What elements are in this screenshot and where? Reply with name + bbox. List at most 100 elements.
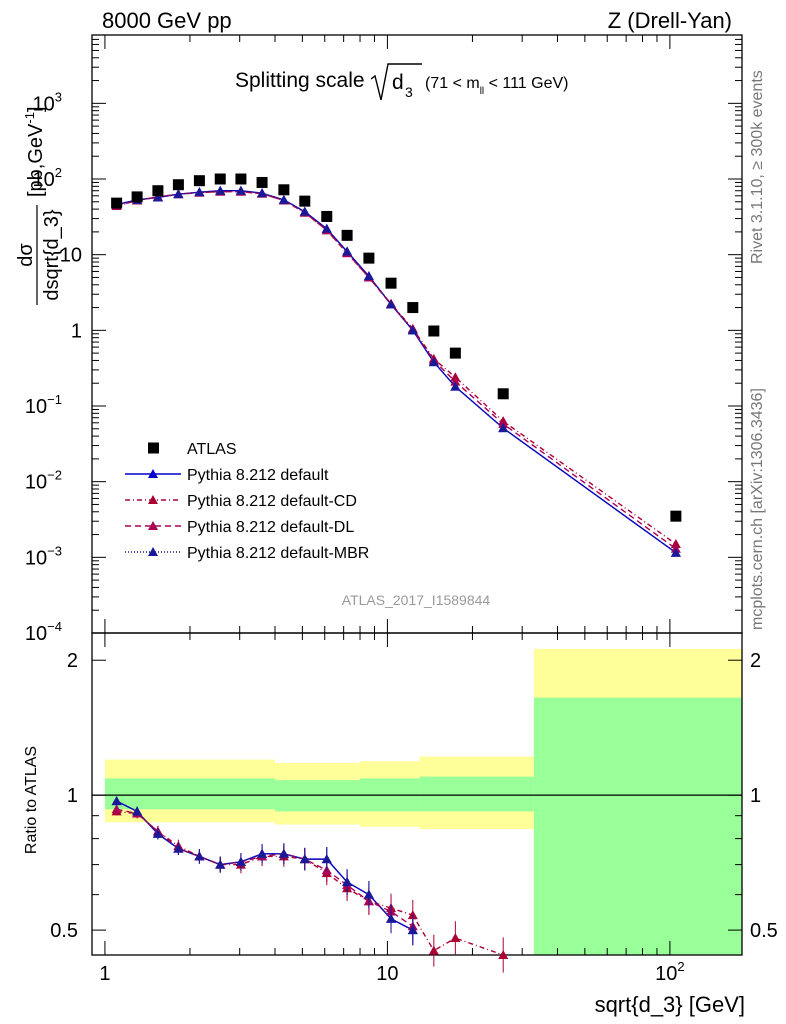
header-right: Z (Drell-Yan) <box>608 8 732 33</box>
marker-mbr <box>407 325 418 335</box>
ratio-y-tick-label: 0.5 <box>50 920 78 942</box>
marker-mbr <box>215 185 226 195</box>
marker-mbr <box>278 194 289 204</box>
marker-mbr <box>173 189 184 199</box>
side-mcplots-label: mcplots.cern.ch [arXiv:1306.3436] <box>749 388 766 630</box>
side-rivet-label: Rivet 3.1.10, ≥ 300k events <box>749 70 766 264</box>
marker-mbr <box>363 271 374 281</box>
data-point <box>131 191 143 203</box>
y-tick-label: 10 <box>60 245 82 267</box>
ratio-y-tick-label-right: 2 <box>750 650 761 672</box>
legend-label-default: Pythia 8.212 default <box>187 467 329 484</box>
x-tick-label: 102 <box>655 959 684 985</box>
uncertainty-band-inner <box>533 697 742 955</box>
marker-mbr <box>152 192 163 202</box>
data-point <box>407 302 419 314</box>
svg-text:[pb,GeV-1]: [pb,GeV-1] <box>22 106 47 197</box>
x-tick-label: 10 <box>376 963 398 985</box>
marker-mbr <box>299 206 310 216</box>
data-point <box>449 347 461 359</box>
data-point <box>152 185 164 197</box>
ratio-y-tick-label-right: 0.5 <box>750 920 778 942</box>
legend-label-data: ATLAS <box>187 441 237 458</box>
marker-mbr <box>498 423 509 433</box>
ratio-line-cd <box>116 810 504 956</box>
data-point <box>670 510 682 522</box>
marker-mbr <box>342 246 353 256</box>
marker-dl <box>450 376 461 386</box>
ratio-line-dl <box>116 808 414 927</box>
y-label-unit: [pb,GeV <box>25 123 47 197</box>
y-label-num: dσ <box>15 243 37 267</box>
y-label-unit-end: ] <box>25 106 47 112</box>
y-tick-label: 1 <box>71 320 82 342</box>
sqrt-sign <box>370 63 422 101</box>
data-point <box>172 179 184 191</box>
ratio-y-tick-label: 1 <box>67 785 78 807</box>
ratio-panel: 1 10 102 0.5 0.5 1 1 2 2 <box>50 35 778 985</box>
marker-mbr <box>428 357 439 367</box>
ratio-y-tick-label: 2 <box>67 650 78 672</box>
legend-marker-data <box>148 442 159 454</box>
legend: ATLAS Pythia 8.212 default Pythia 8.212 de… <box>125 441 369 562</box>
y-tick-label: 10−4 <box>25 619 62 645</box>
data-point <box>497 388 509 400</box>
data-point <box>299 195 311 207</box>
ratio-line-mbr <box>116 800 414 931</box>
legend-marker-mbr <box>148 547 158 556</box>
legend-marker-cd <box>148 495 158 504</box>
marker-mbr <box>321 223 332 233</box>
data-point <box>193 175 205 187</box>
plot-title: Splitting scale d 3 (71 < mll < 111 GeV) <box>235 63 568 101</box>
data-point <box>256 176 268 188</box>
y-tick-label: 103 <box>33 89 62 115</box>
y-label-den: dsqrt{d_3} <box>41 209 63 301</box>
legend-label-mbr: Pythia 8.212 default-MBR <box>187 545 369 562</box>
marker-mbr <box>235 185 246 195</box>
ratio-y-tick-label-right: 1 <box>750 785 761 807</box>
marker-mbr <box>450 381 461 391</box>
marker-mbr <box>194 187 205 197</box>
x-axis-title: sqrt{d_3} [GeV] <box>595 992 745 1017</box>
plot-title-cut: (71 < m <box>425 75 480 92</box>
data-point <box>278 184 290 196</box>
analysis-label: ATLAS_2017_I1589844 <box>342 592 491 608</box>
plot-title-sub: 3 <box>405 84 413 100</box>
data-point <box>341 229 353 241</box>
main-panel: 10−4 10−3 10−2 10−1 1 10 102 103 <box>25 34 743 645</box>
marker-cd <box>670 539 681 549</box>
legend-marker-default <box>148 469 158 478</box>
data-point <box>235 173 247 185</box>
uncertainty-band-inner <box>104 778 275 810</box>
x-tick-label: 1 <box>99 963 110 985</box>
y-tick-label: 10−1 <box>25 392 62 418</box>
y-tick-label: 10−3 <box>25 543 62 569</box>
header-left: 8000 GeV pp <box>102 8 232 33</box>
ratio-frame <box>91 632 743 956</box>
marker-mbr <box>670 547 681 557</box>
data-point <box>385 277 397 289</box>
plot-title-symbol: d <box>392 71 404 94</box>
legend-label-cd: Pythia 8.212 default-CD <box>187 493 357 510</box>
plot-title-text: Splitting scale <box>235 69 365 92</box>
data-point <box>428 325 440 337</box>
y-tick-label: 10−2 <box>25 468 62 494</box>
legend-marker-dl <box>148 521 158 530</box>
data-point <box>214 173 226 185</box>
uncertainty-band-inner <box>419 776 534 812</box>
marker-mbr <box>386 299 397 309</box>
uncertainty-band-inner <box>274 780 361 812</box>
svg-text:(71 < mll < 111 GeV): (71 < mll < 111 GeV) <box>425 75 568 97</box>
y-label-unit-sup: -1 <box>22 112 37 124</box>
ratio-y-label: Ratio to ATLAS <box>23 746 40 854</box>
data-point <box>363 252 375 264</box>
plot-title-cut-sub: ll <box>480 86 484 97</box>
main-y-label: dσ dsqrt{d_3} [pb,GeV-1] <box>15 106 63 305</box>
plot-title-cut-end: < 111 GeV) <box>484 75 568 92</box>
legend-label-dl: Pythia 8.212 default-DL <box>187 519 354 536</box>
data-point <box>111 197 123 209</box>
data-point <box>321 210 333 222</box>
series-line-cd <box>116 190 677 545</box>
marker-mbr <box>257 188 268 198</box>
